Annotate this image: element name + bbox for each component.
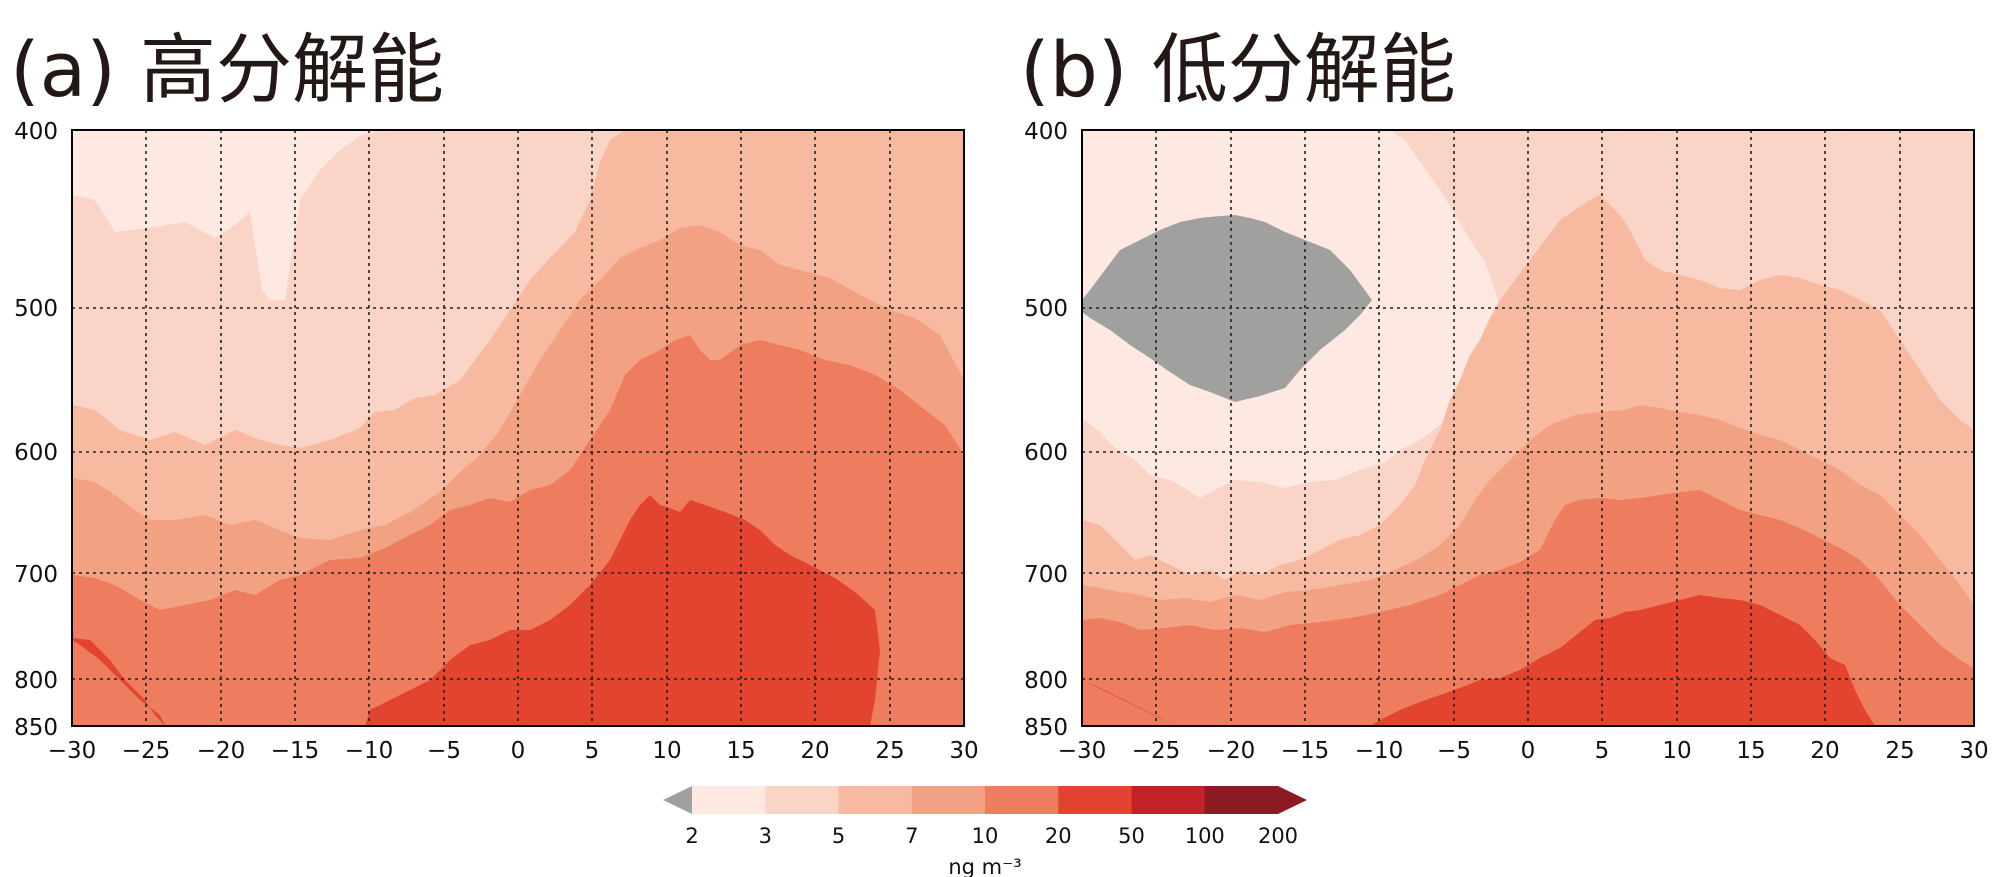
panel-a-grid xyxy=(72,130,964,726)
colorbar-box xyxy=(765,786,839,814)
x-tick-label: −20 xyxy=(197,738,246,764)
colorbar-box xyxy=(838,786,913,814)
x-tick-label: −15 xyxy=(1281,738,1330,764)
colorbar-ticks: 2 3 5 7 10 20 50 100 200 xyxy=(685,824,1298,848)
x-tick-label: −25 xyxy=(122,738,171,764)
x-tick-label: 0 xyxy=(1521,738,1536,764)
panel-b: (b) 低分解能 xyxy=(1020,25,1989,764)
colorbar-tick-label: 50 xyxy=(1118,824,1145,848)
x-tick-label: −10 xyxy=(1355,738,1404,764)
colorbar-box xyxy=(1058,786,1132,814)
x-tick-label: −30 xyxy=(1058,738,1107,764)
x-tick-label: 20 xyxy=(1810,738,1839,764)
y-tick-label: 400 xyxy=(14,119,58,145)
panel-b-y-ticks: 400 500 600 700 800 850 xyxy=(1024,119,1068,741)
contour-level-20-50 xyxy=(72,495,880,726)
contour-level-below-2 xyxy=(1082,215,1372,402)
y-tick-label: 800 xyxy=(14,668,58,694)
y-tick-label: 500 xyxy=(14,296,58,322)
y-tick-label: 400 xyxy=(1024,119,1068,145)
colorbar-box xyxy=(911,786,986,814)
colorbar-box xyxy=(692,786,766,814)
colorbar-extend-low xyxy=(663,786,692,814)
x-tick-label: 25 xyxy=(1885,738,1914,764)
y-tick-label: 600 xyxy=(14,440,58,466)
x-tick-label: 30 xyxy=(1959,738,1988,764)
x-tick-label: −10 xyxy=(345,738,394,764)
y-tick-label: 700 xyxy=(1024,562,1068,588)
panel-b-frame xyxy=(1081,129,1975,727)
x-tick-label: −5 xyxy=(427,738,461,764)
y-tick-label: 500 xyxy=(1024,296,1068,322)
panel-b-title: (b) 低分解能 xyxy=(1020,25,1456,114)
panel-a-title: (a) 高分解能 xyxy=(10,25,444,114)
panel-a-x-ticks: −30 −25 −20 −15 −10 −5 0 5 10 15 20 25 3… xyxy=(48,738,979,764)
x-tick-label: 10 xyxy=(1662,738,1691,764)
colorbar-box xyxy=(1131,786,1206,814)
colorbar-tick-label: 200 xyxy=(1258,824,1298,848)
colorbar-tick-label: 5 xyxy=(832,824,845,848)
panel-a-frame xyxy=(71,129,965,727)
panel-b-grid xyxy=(1082,130,1974,726)
colorbar-tick-label: 3 xyxy=(759,824,772,848)
x-tick-label: 10 xyxy=(652,738,681,764)
x-tick-label: 15 xyxy=(1736,738,1765,764)
colorbar-boxes xyxy=(692,786,1279,814)
x-tick-label: 5 xyxy=(1595,738,1610,764)
panel-a: (a) 高分解能 400 xyxy=(10,25,979,764)
colorbar-tick-label: 10 xyxy=(972,824,999,848)
x-tick-label: 30 xyxy=(949,738,978,764)
y-tick-label: 850 xyxy=(14,715,58,741)
x-tick-label: −5 xyxy=(1437,738,1471,764)
x-tick-label: −20 xyxy=(1207,738,1256,764)
y-tick-label: 700 xyxy=(14,562,58,588)
colorbar-box xyxy=(985,786,1059,814)
x-tick-label: 15 xyxy=(726,738,755,764)
colorbar-box xyxy=(1204,786,1279,814)
panel-a-y-ticks: 400 500 600 700 800 850 xyxy=(14,119,58,741)
colorbar-tick-label: 20 xyxy=(1045,824,1072,848)
x-tick-label: 20 xyxy=(800,738,829,764)
colorbar: 2 3 5 7 10 20 50 100 200 ng m⁻³ xyxy=(663,786,1307,877)
y-tick-label: 600 xyxy=(1024,440,1068,466)
x-tick-label: −30 xyxy=(48,738,97,764)
colorbar-extend-high xyxy=(1278,786,1307,814)
y-tick-label: 850 xyxy=(1024,715,1068,741)
colorbar-tick-label: 2 xyxy=(685,824,698,848)
x-tick-label: 25 xyxy=(875,738,904,764)
x-tick-label: −15 xyxy=(271,738,320,764)
x-tick-label: 0 xyxy=(511,738,526,764)
colorbar-label: ng m⁻³ xyxy=(948,855,1021,877)
y-tick-label: 800 xyxy=(1024,668,1068,694)
colorbar-tick-label: 100 xyxy=(1185,824,1225,848)
x-tick-label: 5 xyxy=(585,738,600,764)
x-tick-label: −25 xyxy=(1132,738,1181,764)
colorbar-tick-label: 7 xyxy=(905,824,918,848)
panel-b-x-ticks: −30 −25 −20 −15 −10 −5 0 5 10 15 20 25 3… xyxy=(1058,738,1989,764)
